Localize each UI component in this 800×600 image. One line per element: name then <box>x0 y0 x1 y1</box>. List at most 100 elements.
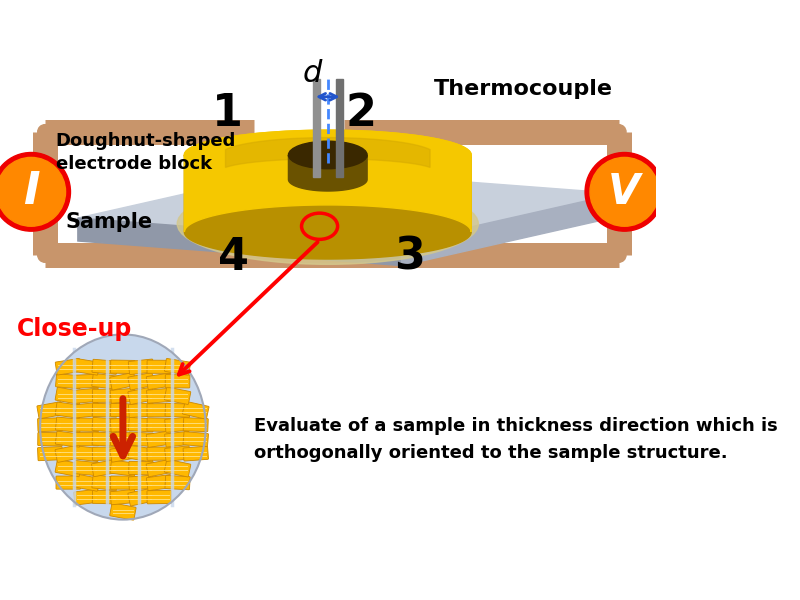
Polygon shape <box>184 130 471 232</box>
FancyBboxPatch shape <box>92 432 118 446</box>
Ellipse shape <box>41 335 205 519</box>
Text: 1: 1 <box>212 92 243 134</box>
Text: $d$: $d$ <box>302 59 323 88</box>
FancyBboxPatch shape <box>128 359 154 374</box>
FancyBboxPatch shape <box>146 388 172 403</box>
FancyBboxPatch shape <box>74 461 99 476</box>
Text: I: I <box>23 170 39 214</box>
Polygon shape <box>336 79 342 177</box>
FancyBboxPatch shape <box>110 403 135 417</box>
FancyBboxPatch shape <box>92 389 117 403</box>
FancyBboxPatch shape <box>110 418 135 432</box>
FancyBboxPatch shape <box>165 403 190 417</box>
FancyBboxPatch shape <box>129 418 154 432</box>
Polygon shape <box>226 137 430 167</box>
FancyBboxPatch shape <box>92 447 117 460</box>
Ellipse shape <box>178 183 478 265</box>
FancyBboxPatch shape <box>110 460 136 476</box>
FancyBboxPatch shape <box>74 374 99 388</box>
FancyBboxPatch shape <box>92 359 118 374</box>
FancyBboxPatch shape <box>92 373 118 389</box>
FancyBboxPatch shape <box>37 402 63 419</box>
FancyBboxPatch shape <box>147 360 172 373</box>
Text: 4: 4 <box>218 236 249 279</box>
FancyBboxPatch shape <box>110 490 136 505</box>
FancyBboxPatch shape <box>74 489 99 505</box>
FancyBboxPatch shape <box>129 461 154 475</box>
FancyBboxPatch shape <box>74 388 99 403</box>
Polygon shape <box>78 169 618 242</box>
FancyBboxPatch shape <box>110 433 135 446</box>
FancyBboxPatch shape <box>183 446 209 461</box>
Ellipse shape <box>289 141 367 169</box>
FancyBboxPatch shape <box>91 460 118 476</box>
FancyBboxPatch shape <box>164 387 190 404</box>
FancyBboxPatch shape <box>55 445 82 463</box>
FancyBboxPatch shape <box>110 503 136 520</box>
FancyBboxPatch shape <box>128 373 154 390</box>
FancyBboxPatch shape <box>165 431 190 447</box>
FancyBboxPatch shape <box>165 374 190 388</box>
Text: Thermocouple: Thermocouple <box>434 79 614 98</box>
FancyBboxPatch shape <box>55 359 82 375</box>
FancyBboxPatch shape <box>110 373 136 390</box>
FancyBboxPatch shape <box>92 418 118 432</box>
Polygon shape <box>289 155 367 191</box>
Polygon shape <box>78 218 402 266</box>
FancyBboxPatch shape <box>55 431 82 447</box>
FancyBboxPatch shape <box>74 358 99 375</box>
FancyBboxPatch shape <box>129 403 154 418</box>
Text: Evaluate of a sample in thickness direction which is
orthogonally oriented to th: Evaluate of a sample in thickness direct… <box>254 417 778 461</box>
FancyBboxPatch shape <box>110 476 135 489</box>
FancyBboxPatch shape <box>128 387 154 404</box>
Polygon shape <box>313 79 319 177</box>
Text: Sample: Sample <box>66 212 153 232</box>
FancyBboxPatch shape <box>129 475 154 490</box>
Circle shape <box>38 125 53 139</box>
FancyBboxPatch shape <box>74 403 99 418</box>
FancyBboxPatch shape <box>38 418 62 431</box>
FancyBboxPatch shape <box>55 402 82 418</box>
FancyBboxPatch shape <box>38 446 62 461</box>
FancyBboxPatch shape <box>92 490 117 504</box>
FancyBboxPatch shape <box>128 488 154 506</box>
Text: 2: 2 <box>345 92 376 134</box>
Circle shape <box>38 248 53 262</box>
FancyBboxPatch shape <box>147 418 172 431</box>
FancyBboxPatch shape <box>110 388 136 403</box>
Text: V: V <box>608 171 641 213</box>
FancyBboxPatch shape <box>146 460 173 477</box>
FancyBboxPatch shape <box>183 431 209 446</box>
FancyBboxPatch shape <box>165 446 190 461</box>
FancyBboxPatch shape <box>182 401 209 419</box>
FancyBboxPatch shape <box>129 432 154 446</box>
FancyBboxPatch shape <box>55 387 82 404</box>
FancyBboxPatch shape <box>110 360 135 374</box>
FancyBboxPatch shape <box>74 433 99 446</box>
FancyBboxPatch shape <box>55 417 81 433</box>
FancyBboxPatch shape <box>55 460 82 477</box>
FancyBboxPatch shape <box>74 418 99 431</box>
Ellipse shape <box>590 157 659 226</box>
FancyBboxPatch shape <box>128 445 154 462</box>
FancyBboxPatch shape <box>38 433 62 446</box>
FancyBboxPatch shape <box>183 418 208 431</box>
FancyBboxPatch shape <box>165 417 190 433</box>
FancyBboxPatch shape <box>146 475 172 491</box>
FancyBboxPatch shape <box>74 446 99 461</box>
FancyBboxPatch shape <box>146 431 172 448</box>
FancyBboxPatch shape <box>147 447 172 460</box>
FancyBboxPatch shape <box>165 358 190 375</box>
FancyBboxPatch shape <box>146 373 172 389</box>
FancyBboxPatch shape <box>56 476 81 489</box>
Ellipse shape <box>0 157 66 226</box>
FancyBboxPatch shape <box>165 475 190 490</box>
Polygon shape <box>402 193 618 266</box>
FancyBboxPatch shape <box>92 403 117 417</box>
Polygon shape <box>184 155 471 259</box>
FancyBboxPatch shape <box>147 490 172 504</box>
Circle shape <box>611 125 626 139</box>
Ellipse shape <box>585 152 664 231</box>
Text: Close-up: Close-up <box>16 317 132 341</box>
Circle shape <box>611 248 626 262</box>
